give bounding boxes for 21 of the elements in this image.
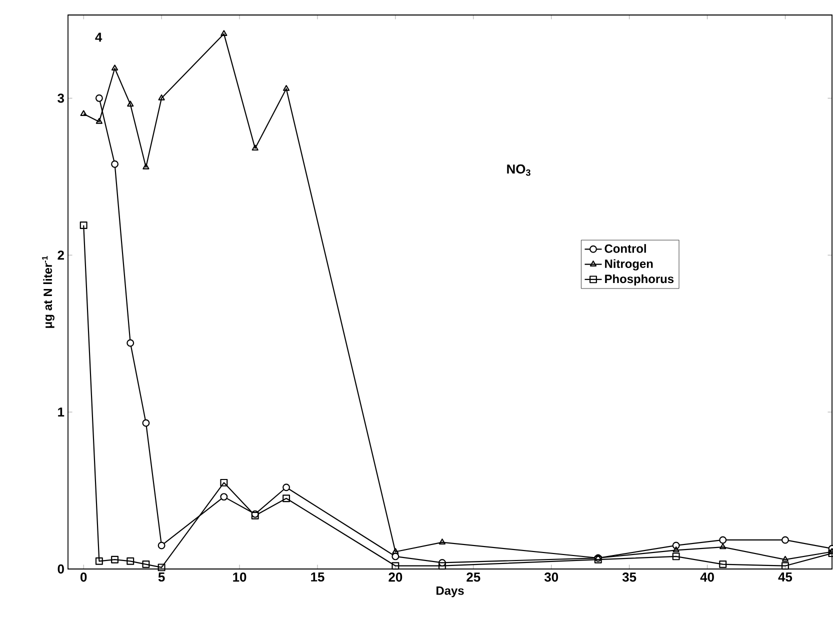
x-tick-label: 35 <box>622 572 636 582</box>
legend-label: Nitrogen <box>605 259 653 270</box>
x-tick-label: 40 <box>700 572 714 582</box>
legend-label: Control <box>604 244 646 253</box>
y-tick-label: 0 <box>58 564 64 574</box>
text: NO$_{3}$ <box>507 164 530 176</box>
x-tick-label: 5 <box>158 572 165 582</box>
x-tick-label: 15 <box>311 572 324 582</box>
x-tick-label: 0 <box>80 572 87 582</box>
y-tick-label: 2 <box>58 250 64 260</box>
y-axis-title: μg at N liter$^{-1}$ <box>42 256 54 328</box>
x-axis-title: Days <box>436 586 464 598</box>
legend-label: Phosphorus <box>605 274 674 286</box>
x-tick-label: 30 <box>544 572 558 582</box>
y-tick-label: 1 <box>58 408 64 417</box>
x-tick-label: 10 <box>233 572 246 582</box>
x-tick-label: 45 <box>778 572 792 582</box>
x-tick-label: 20 <box>388 572 402 582</box>
y-tick-label: 3 <box>58 94 64 103</box>
annotation: 4 <box>95 32 102 42</box>
x-tick-label: 25 <box>466 572 480 582</box>
